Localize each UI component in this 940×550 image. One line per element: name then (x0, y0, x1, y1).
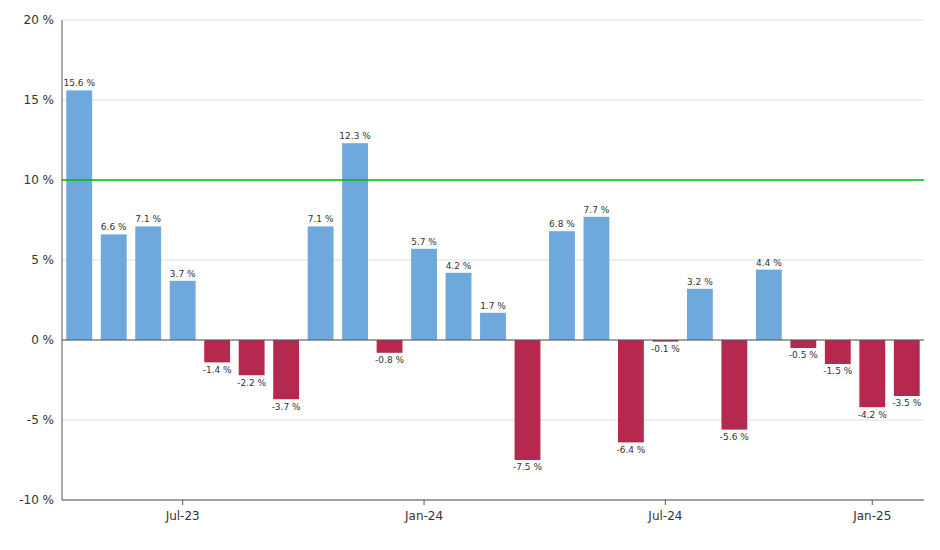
reference (62, 180, 924, 181)
bar (515, 340, 541, 460)
x-tick-label: Jul-23 (165, 509, 200, 523)
zero-line (62, 340, 924, 341)
y-tick-label: 5 % (31, 253, 54, 267)
data-label: 3.2 % (687, 277, 713, 287)
data-label: 3.7 % (170, 269, 196, 279)
bar (618, 340, 644, 442)
bar (480, 313, 506, 340)
grid-line (62, 180, 924, 181)
data-label: -1.4 % (203, 365, 232, 375)
grid-line (62, 20, 924, 21)
x-tick (182, 500, 183, 505)
data-label: -4.2 % (858, 410, 887, 420)
y-axis: -10 % -5 % 0 % 5 % 10 % 15 % 20 % (19, 13, 62, 507)
data-label: -5.6 % (720, 432, 749, 442)
x-tick-label: Jan-25 (852, 509, 891, 523)
x-tick-label: Jul-24 (647, 509, 682, 523)
grid-line (62, 500, 924, 501)
bar (825, 340, 851, 364)
bar (101, 234, 127, 340)
bar (411, 249, 437, 340)
y-tick-label: 0 % (31, 333, 54, 347)
data-label: 12.3 % (339, 131, 371, 141)
x-axis: Jul-23 Jan-24 Jul-24 Jan-25 (165, 500, 892, 523)
x-axis-line (62, 500, 924, 501)
y-tick-label: 15 % (24, 93, 55, 107)
bar (790, 340, 816, 348)
bar (239, 340, 265, 375)
reference-line (62, 179, 924, 181)
bar (170, 281, 196, 340)
x-tick (424, 500, 425, 505)
data-label: 7.7 % (584, 205, 610, 215)
chart: -10 %-5 %0 %5 %10 %15 %20 %Jul-23Jan-24J… (0, 0, 940, 550)
data-label: -0.5 % (789, 350, 818, 360)
bar (894, 340, 920, 396)
bar (446, 273, 472, 340)
x-tick (872, 500, 873, 505)
y-tick-label: -10 % (19, 493, 54, 507)
bar (687, 289, 713, 340)
data-label: -7.5 % (513, 462, 542, 472)
bar (135, 226, 161, 340)
grid-line (62, 340, 924, 341)
bar (204, 340, 230, 362)
data-label: -6.4 % (616, 445, 645, 455)
y-tick-label: -5 % (27, 413, 54, 427)
y-tick-label: 10 % (24, 173, 55, 187)
data-label: 7.1 % (135, 214, 161, 224)
bar (549, 231, 575, 340)
data-label: -2.2 % (237, 378, 266, 388)
grid-line (62, 100, 924, 101)
x-tick (665, 500, 666, 505)
bar (308, 226, 334, 340)
data-label: -3.5 % (892, 398, 921, 408)
y-axis-line (62, 20, 63, 500)
grid-line (62, 420, 924, 421)
data-label: 6.8 % (549, 219, 575, 229)
data-label: -1.5 % (823, 366, 852, 376)
bar (273, 340, 299, 399)
grid-line (62, 260, 924, 261)
data-label: 15.6 % (64, 78, 96, 88)
data-label: -3.7 % (272, 402, 301, 412)
bar (756, 270, 782, 340)
y-tick-label: 20 % (24, 13, 55, 27)
bar (584, 217, 610, 340)
data-label: 4.2 % (446, 261, 472, 271)
bar (66, 90, 92, 340)
x-tick-label: Jan-24 (404, 509, 443, 523)
bar (859, 340, 885, 407)
data-label: -0.8 % (375, 355, 404, 365)
bar (342, 143, 368, 340)
data-label: 1.7 % (480, 301, 506, 311)
data-label: -0.1 % (651, 344, 680, 354)
data-labels: 15.6 % 6.6 % 7.1 % 3.7 % -1.4 % -2.2 % -3.7 % 7… (64, 78, 922, 472)
bar (377, 340, 403, 353)
data-label: 5.7 % (411, 237, 437, 247)
data-label: 6.6 % (101, 222, 127, 232)
bar (721, 340, 747, 430)
grid (62, 20, 924, 500)
data-label: 7.1 % (308, 214, 334, 224)
bars (66, 90, 919, 460)
data-label: 4.4 % (756, 258, 782, 268)
